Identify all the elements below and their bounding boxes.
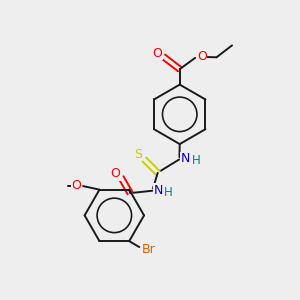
Text: O: O (110, 167, 120, 180)
Text: O: O (197, 50, 207, 63)
Text: Br: Br (141, 243, 155, 256)
Text: O: O (152, 46, 162, 60)
Text: S: S (134, 148, 142, 161)
Text: H: H (191, 154, 200, 167)
Text: N: N (181, 152, 190, 165)
Text: H: H (164, 186, 172, 199)
Text: O: O (72, 179, 82, 192)
Text: N: N (154, 184, 163, 196)
